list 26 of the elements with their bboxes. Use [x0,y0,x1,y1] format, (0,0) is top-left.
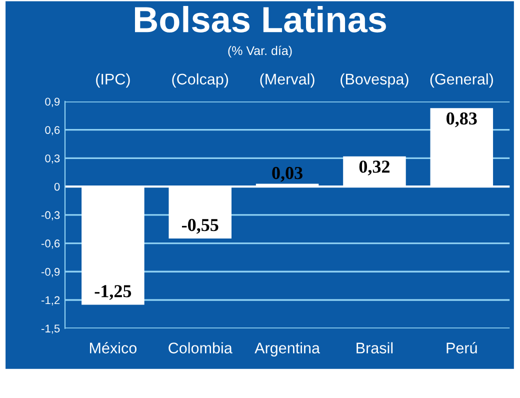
y-tick-label: -1,2 [41,296,60,306]
data-label: 0,32 [359,160,390,176]
y-tick-label: 0,9 [45,98,60,107]
text: (General) [430,73,493,88]
y-tick-label: -0,3 [41,211,60,220]
x-tick-label: Brasil [356,342,393,354]
text: (Colcap) [172,73,228,88]
y-tick-label: 0,3 [45,154,60,164]
y-tick-label: -0,6 [41,240,60,249]
text: (Merval) [260,73,314,88]
x-tick-label: México [90,342,137,354]
x-tick-label: Colombia [168,342,232,354]
y-tick-label: 0 [54,182,60,191]
x-tick-label: Perú [446,342,477,354]
data-label: 0,83 [446,112,477,128]
y-tick-label: -1,5 [41,324,60,334]
chart-subtitle: (% Var. día) [228,46,292,58]
text: (Bovespa) [340,73,408,88]
y-tick-label: 0,6 [45,126,60,136]
chart-title: Bolsas Latinas [134,6,386,32]
data-label: -1,25 [94,285,132,300]
data-label: 0,03 [272,166,302,182]
text: (IPC) [96,73,130,88]
y-tick-label: -0,9 [41,268,60,278]
data-label: -0,55 [182,218,218,234]
x-tick-label: Argentina [254,342,320,356]
